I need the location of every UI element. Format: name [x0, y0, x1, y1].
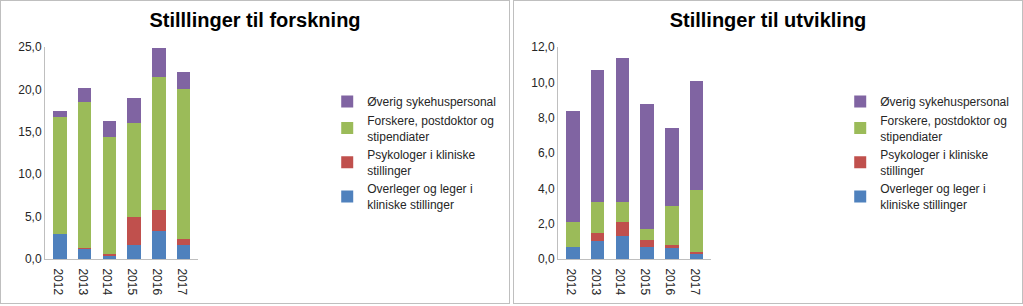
- svg-text:Overleger og leger ikliniske s: Overleger og leger ikliniske stillinger: [880, 182, 985, 212]
- svg-text:Stillinger til utvikling: Stillinger til utvikling: [670, 9, 867, 31]
- svg-text:6,0: 6,0: [538, 146, 555, 160]
- svg-text:Forskere, postdoktor ogstipend: Forskere, postdoktor ogstipendiater: [367, 114, 494, 144]
- svg-text:2014: 2014: [100, 268, 114, 295]
- svg-text:2017: 2017: [688, 268, 702, 295]
- svg-text:2013: 2013: [589, 268, 603, 295]
- svg-text:10,0: 10,0: [531, 76, 555, 90]
- svg-text:4,0: 4,0: [538, 182, 555, 196]
- svg-text:2013: 2013: [76, 268, 90, 295]
- svg-text:20,0: 20,0: [18, 83, 42, 97]
- svg-text:Stilllinger til forskning: Stilllinger til forskning: [149, 9, 360, 31]
- svg-text:2015: 2015: [125, 268, 139, 295]
- svg-text:Overleger og leger ikliniske s: Overleger og leger ikliniske stillinger: [367, 182, 472, 212]
- svg-text:Psykologer i kliniskestillinge: Psykologer i kliniskestillinger: [880, 148, 988, 178]
- svg-text:Øverig sykehuspersonal: Øverig sykehuspersonal: [880, 95, 1009, 109]
- svg-text:2017: 2017: [175, 268, 189, 295]
- svg-text:2016: 2016: [663, 268, 677, 295]
- svg-text:2,0: 2,0: [538, 217, 555, 231]
- svg-text:10,0: 10,0: [18, 167, 42, 181]
- svg-text:25,0: 25,0: [18, 40, 42, 54]
- svg-text:Forskere, postdoktor ogstipend: Forskere, postdoktor ogstipendiater: [880, 114, 1007, 144]
- svg-text:12,0: 12,0: [531, 40, 555, 54]
- svg-text:Øverig sykehuspersonal: Øverig sykehuspersonal: [367, 95, 496, 109]
- svg-text:2014: 2014: [613, 268, 627, 295]
- svg-text:0,0: 0,0: [25, 252, 42, 266]
- svg-text:Psykologer i kliniskestillinge: Psykologer i kliniskestillinger: [367, 148, 475, 178]
- svg-text:8,0: 8,0: [538, 111, 555, 125]
- svg-text:2012: 2012: [51, 268, 65, 295]
- svg-text:5,0: 5,0: [25, 210, 42, 224]
- svg-text:2015: 2015: [638, 268, 652, 295]
- svg-text:0,0: 0,0: [538, 252, 555, 266]
- svg-text:2016: 2016: [150, 268, 164, 295]
- svg-text:2012: 2012: [564, 268, 578, 295]
- svg-text:15,0: 15,0: [18, 125, 42, 139]
